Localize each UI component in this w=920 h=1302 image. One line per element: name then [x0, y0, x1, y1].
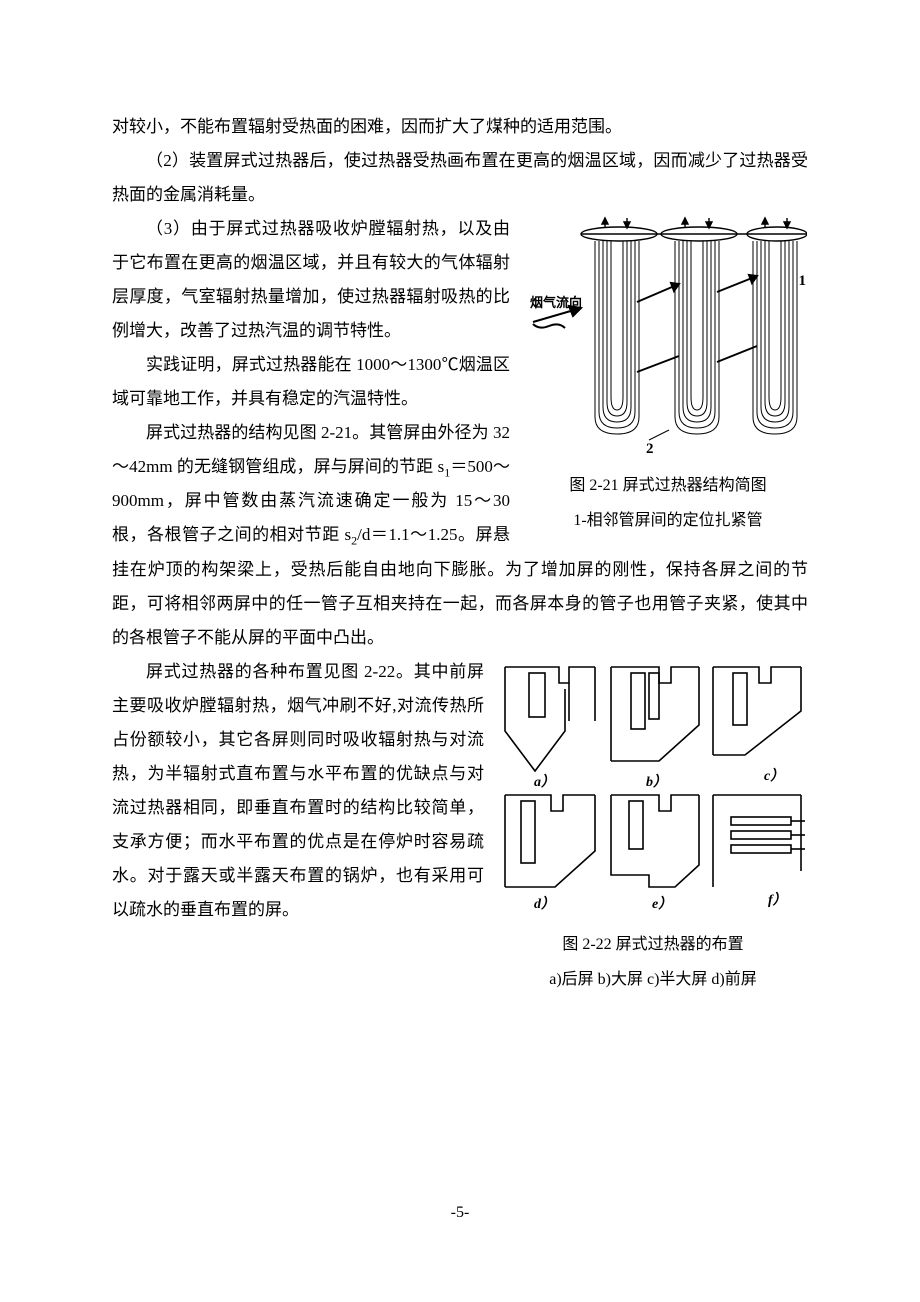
flow-direction-label: 烟气流向: [530, 290, 582, 316]
sublabel-b: b）: [646, 769, 667, 797]
callout-2: 2: [646, 434, 654, 464]
figure-2-22-caption-line2: a)后屏 b)大屏 c)半大屏 d)前屏: [498, 966, 808, 993]
sublabel-f: f）: [768, 887, 787, 915]
page-number: -5-: [0, 1204, 920, 1222]
paragraph: （2）装置屏式过热器后，使过热器受热画布置在更高的烟温区域，因而减少了过热器受热…: [112, 144, 808, 212]
callout-1: 1: [799, 266, 807, 296]
sublabel-a: a）: [534, 769, 555, 797]
sublabel-c: c）: [764, 763, 784, 791]
figure-2-21-caption-line1: 图 2-21 屏式过热器结构简图: [528, 472, 808, 499]
document-body: 对较小，不能布置辐射受热面的困难，因而扩大了煤种的适用范围。 （2）装置屏式过热…: [112, 110, 808, 993]
paragraph: 对较小，不能布置辐射受热面的困难，因而扩大了煤种的适用范围。: [112, 110, 808, 144]
figure-2-21-caption-line2: 1-相邻管屏间的定位扎紧管: [528, 507, 808, 534]
fig-2-21-svg: [529, 212, 807, 452]
figure-2-22-caption-line1: 图 2-22 屏式过热器的布置: [498, 931, 808, 958]
figure-2-22: a） b） c） d） e） f） 图 2-22 屏式过热器的布置 a)后屏 b…: [498, 661, 808, 993]
figure-2-21: 烟气流向 1 2 图 2-21 屏式过热器结构简图 1-相邻管屏间的定位扎紧管: [528, 212, 808, 534]
sublabel-d: d）: [534, 891, 555, 919]
sublabel-e: e）: [652, 891, 672, 919]
